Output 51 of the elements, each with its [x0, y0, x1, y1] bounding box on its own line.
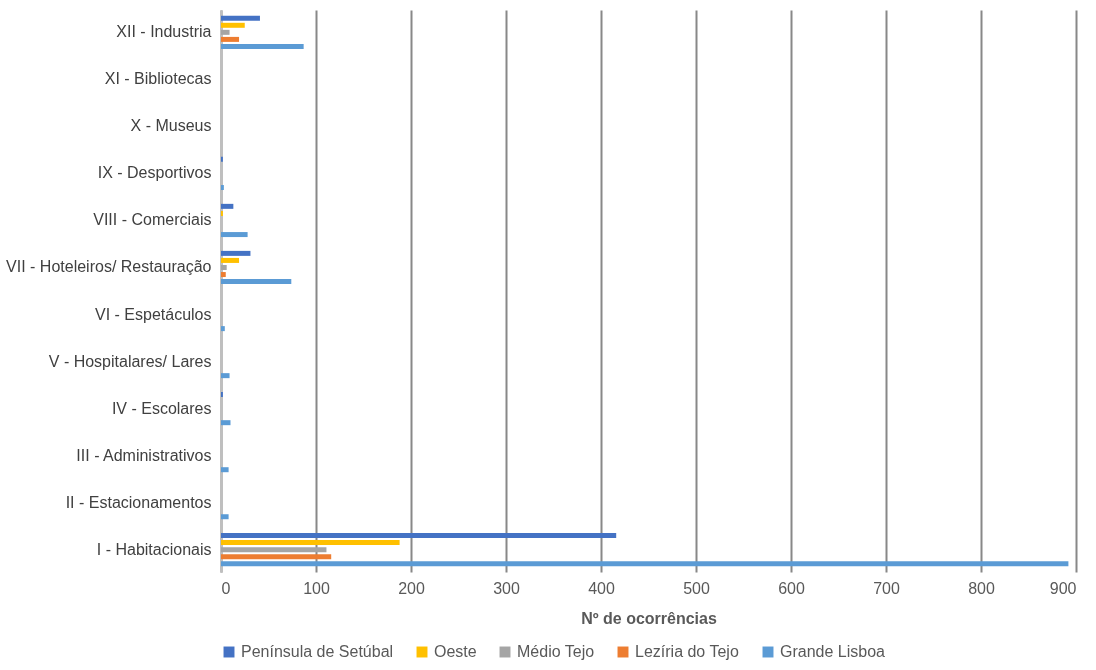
- x-tick-label: 100: [303, 579, 330, 597]
- bar: [221, 203, 234, 209]
- bar: [221, 540, 400, 546]
- bar: [221, 250, 251, 256]
- y-tick-label: III - Administrativos: [76, 446, 212, 464]
- bar: [221, 554, 332, 560]
- bar: [221, 36, 240, 42]
- y-tick-label: VI - Espetáculos: [95, 305, 212, 323]
- x-tick-label: 900: [1049, 579, 1077, 597]
- y-tick-label: IV - Escolares: [111, 399, 212, 417]
- bar: [221, 373, 230, 379]
- bar: [221, 232, 248, 238]
- y-tick-label: XI - Bibliotecas: [104, 70, 212, 88]
- y-tick-label: VII - Hoteleiros/ Restauração: [6, 258, 212, 276]
- bar: [221, 22, 245, 28]
- x-axis-title: Nº de ocorrências: [581, 609, 717, 627]
- x-tick-label: 300: [493, 579, 520, 597]
- legend-label: Grande Lisboa: [780, 643, 886, 660]
- bar: [221, 264, 227, 270]
- bar: [221, 467, 229, 473]
- bar: [221, 326, 225, 332]
- x-tick-label: 600: [778, 579, 805, 597]
- bar: [221, 272, 226, 278]
- bar: [221, 279, 292, 285]
- y-tick-label: VIII - Comerciais: [93, 211, 212, 229]
- legend-label: Médio Tejo: [517, 643, 595, 660]
- y-tick-label: I - Habitacionais: [96, 540, 212, 558]
- x-tick-label: 0: [221, 579, 231, 597]
- bar: [221, 533, 617, 539]
- x-tick-label: 400: [588, 579, 615, 597]
- bar: [221, 257, 240, 263]
- legend-label: Península de Setúbal: [241, 643, 394, 660]
- bar: [221, 185, 224, 191]
- x-tick-label: 200: [398, 579, 425, 597]
- bar: [221, 547, 327, 553]
- bar: [221, 15, 260, 21]
- x-tick-label: 700: [873, 579, 900, 597]
- y-tick-label: V - Hospitalares/ Lares: [48, 352, 212, 370]
- bar: [221, 420, 231, 426]
- bar: [221, 514, 229, 520]
- y-tick-label: X - Museus: [130, 117, 212, 135]
- y-tick-label: II - Estacionamentos: [65, 493, 212, 511]
- bar: [221, 561, 1069, 567]
- legend-label: Lezíria do Tejo: [635, 643, 739, 660]
- bar: [221, 43, 304, 49]
- x-tick-label: 500: [683, 579, 710, 597]
- y-tick-label: XII - Industria: [116, 23, 212, 41]
- y-tick-label: IX - Desportivos: [97, 164, 212, 182]
- x-tick-label: 800: [968, 579, 995, 597]
- bar: [221, 29, 230, 35]
- legend-label: Oeste: [434, 643, 477, 660]
